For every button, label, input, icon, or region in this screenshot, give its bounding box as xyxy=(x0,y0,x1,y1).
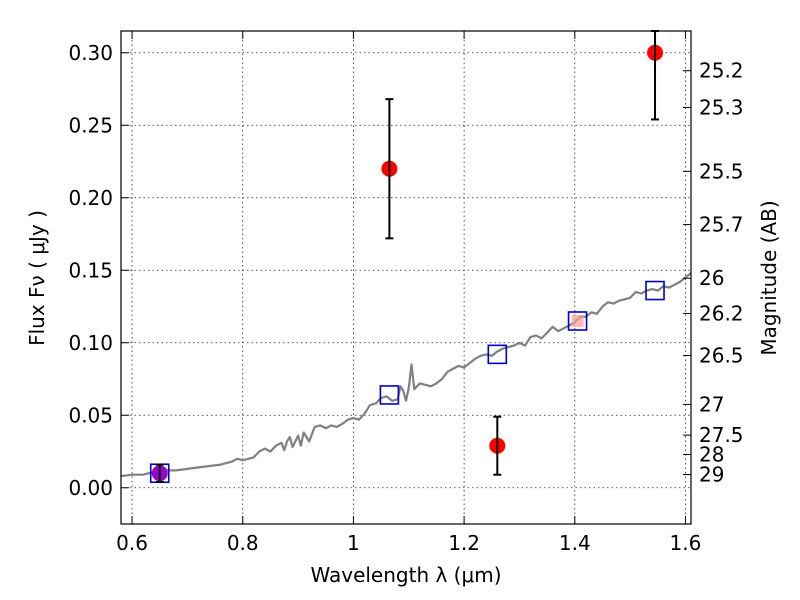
model-point-box xyxy=(487,344,508,365)
y2-tick-label: 25.3 xyxy=(699,95,744,119)
x-tick-label: 1.6 xyxy=(670,531,702,555)
y2-tick-label: 25.7 xyxy=(699,213,744,237)
grid xyxy=(121,31,691,524)
y-tick-label: 0.05 xyxy=(68,403,113,427)
y-tick-label: 0.25 xyxy=(68,113,113,137)
y2-tick-label: 26.2 xyxy=(699,301,744,325)
y2-tick-label: 26 xyxy=(699,266,724,290)
model-point-box xyxy=(645,280,665,301)
y2-axis-title: Magnitude (AB) xyxy=(757,200,781,355)
y-tick-label: 0.20 xyxy=(68,186,113,210)
y2-tick-label: 26.5 xyxy=(699,344,744,368)
y2-tick-label: 27 xyxy=(699,392,724,416)
x-tick-label: 1.2 xyxy=(448,531,480,555)
model-spectrum-line xyxy=(120,272,692,478)
y2-tick-label: 27.5 xyxy=(699,423,744,447)
y-tick-label: 0.30 xyxy=(68,41,113,65)
x-tick-label: 0.8 xyxy=(227,531,259,555)
model-point-box xyxy=(567,311,588,331)
axis-ticks: 0.6 0.8 1 1.2 1.4 1.6 0.00 0.05 0.10 0.15 0.20 0.25… xyxy=(68,31,744,555)
plot-series xyxy=(120,30,692,484)
y-tick-label: 0.00 xyxy=(68,476,113,500)
extra-point-marker xyxy=(571,315,584,327)
x-tick-label: 1 xyxy=(347,531,360,555)
y2-tick-label: 28 xyxy=(699,443,724,467)
plot-frame xyxy=(120,30,692,525)
y2-tick-label: 25.2 xyxy=(699,59,744,83)
y2-tick-label: 25.5 xyxy=(699,159,744,183)
y-axis-title: Flux Fν ( μJy ) xyxy=(25,210,49,346)
y2-tick-label: 29 xyxy=(699,463,724,487)
x-axis-title: Wavelength λ (μm) xyxy=(310,563,501,587)
model-point-box xyxy=(379,385,400,405)
y-tick-label: 0.10 xyxy=(68,331,113,355)
x-tick-label: 0.6 xyxy=(116,531,148,555)
y-tick-label: 0.15 xyxy=(68,258,113,282)
x-tick-label: 1.4 xyxy=(559,531,591,555)
